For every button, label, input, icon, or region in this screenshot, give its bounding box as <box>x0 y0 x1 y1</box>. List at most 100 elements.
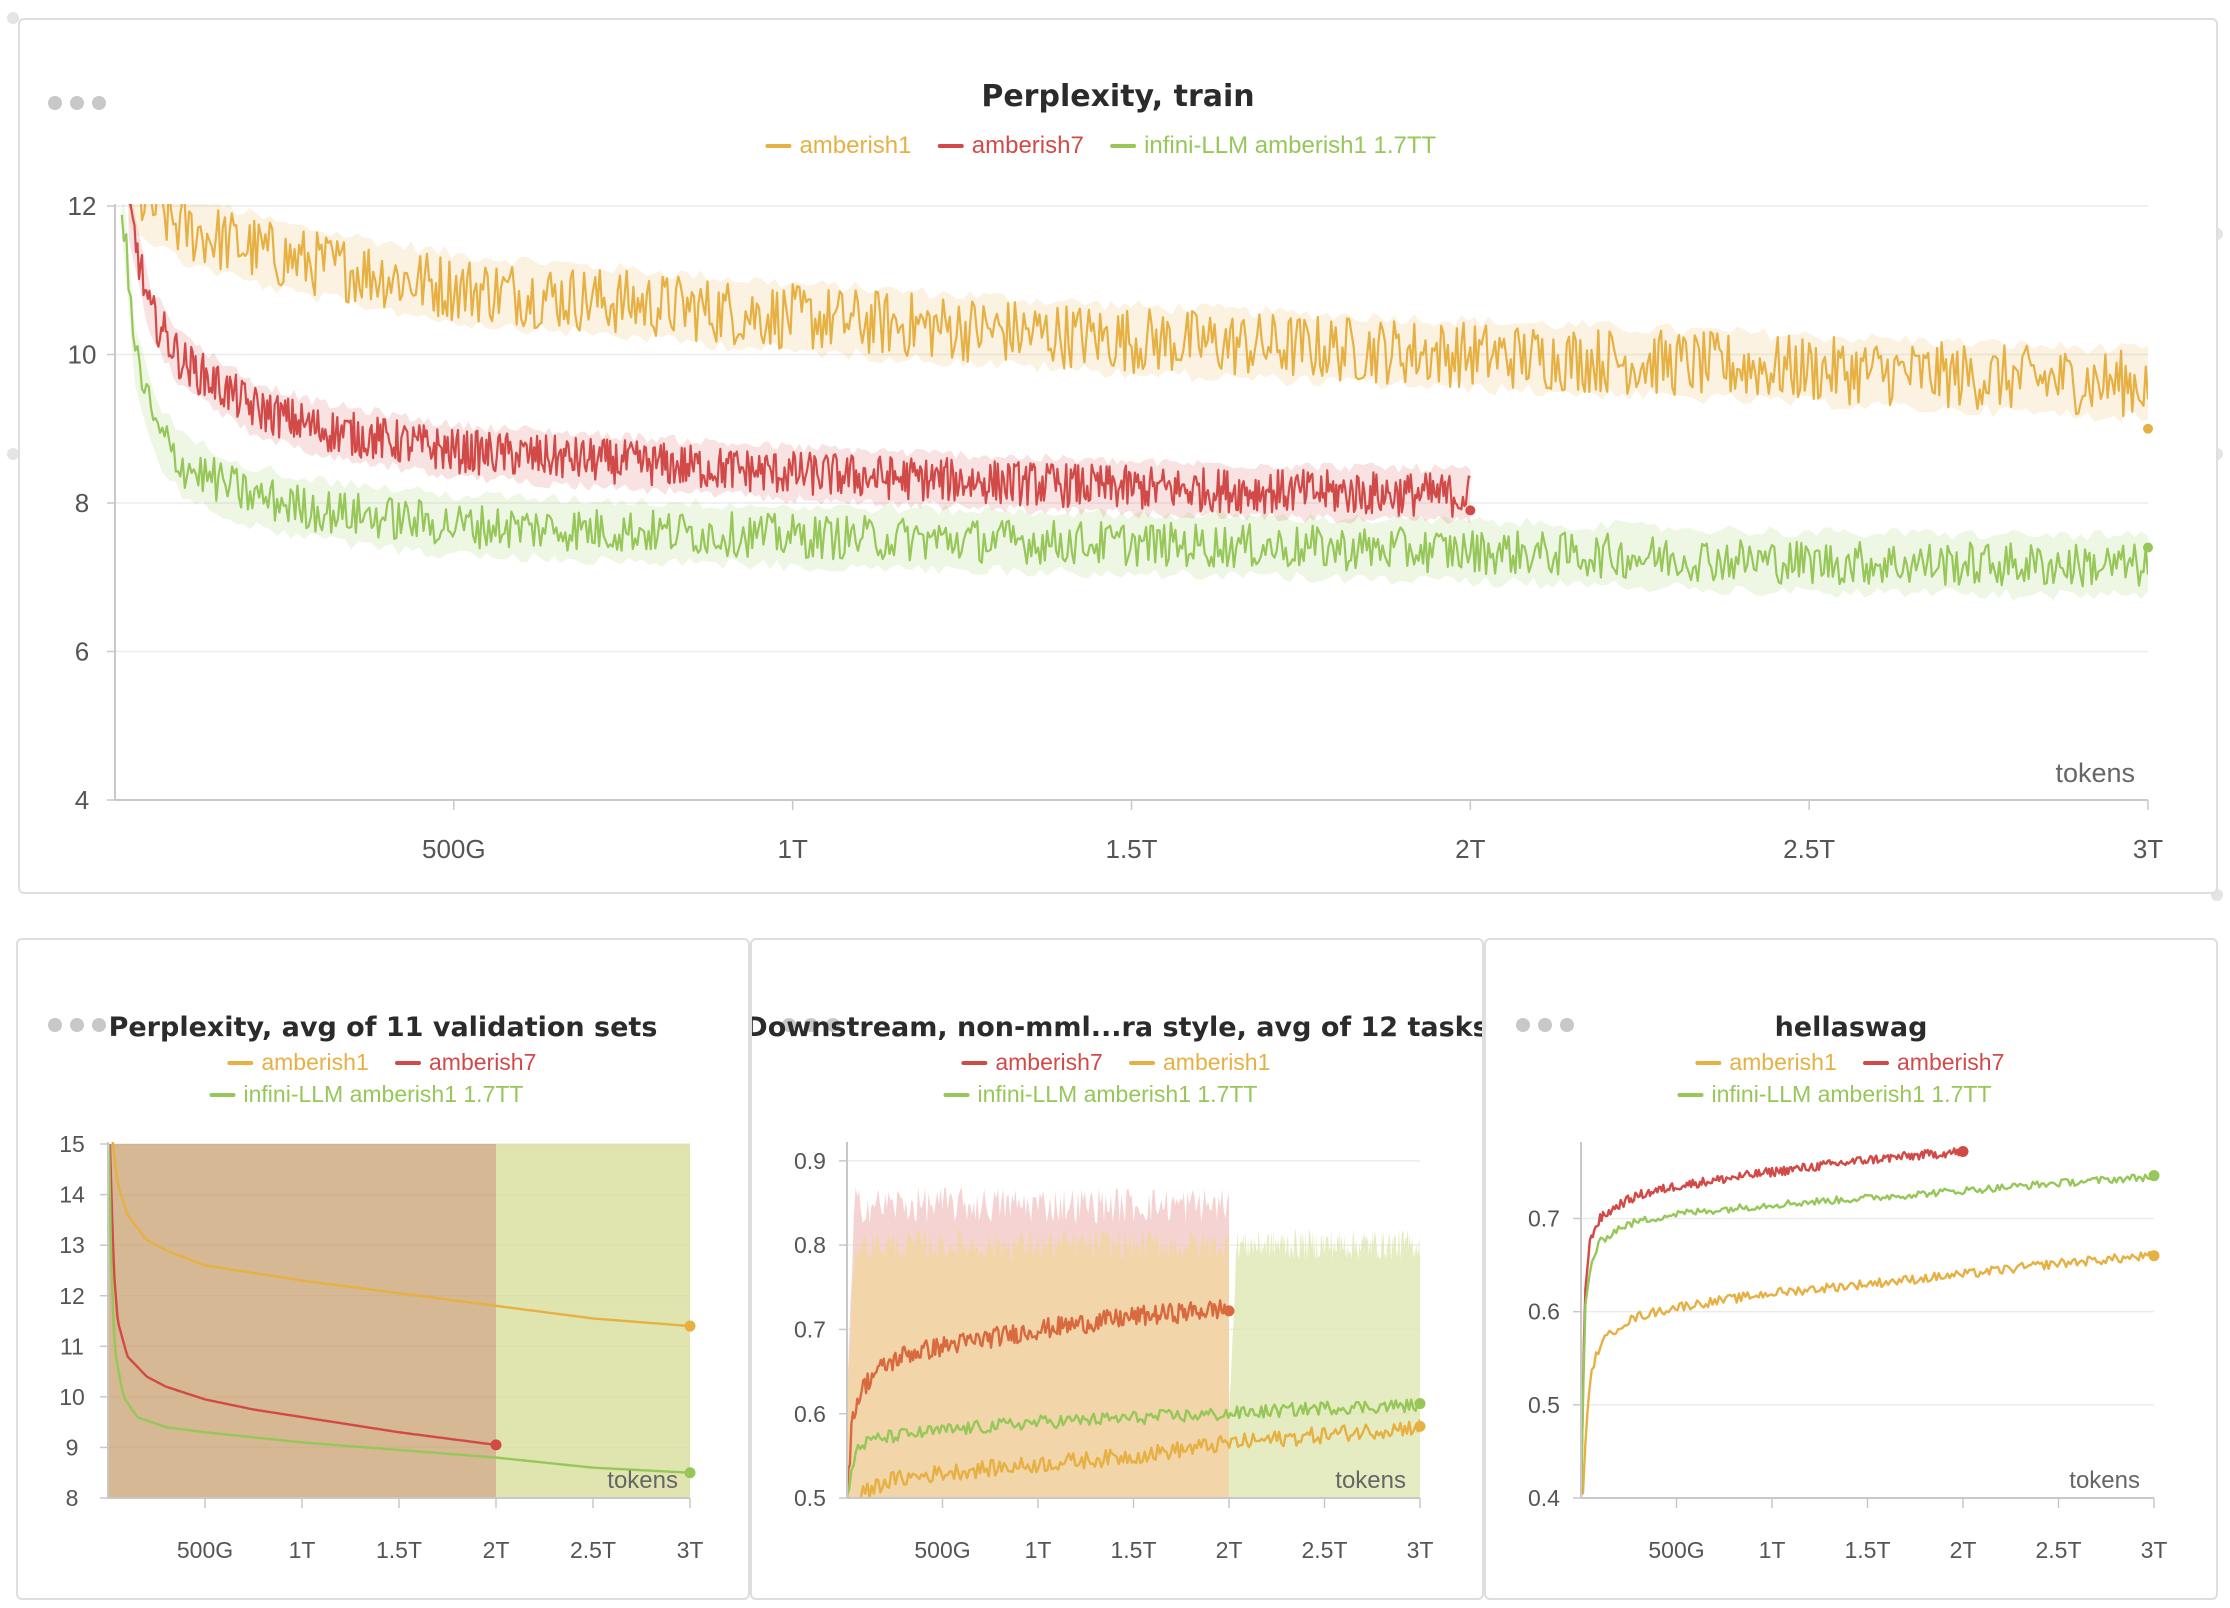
y-tick-label: 14 <box>59 1182 85 1208</box>
legend-item[interactable]: amberish1 <box>1695 1049 1837 1075</box>
series-end-point[interactable] <box>1465 505 1476 516</box>
y-tick-label: 12 <box>68 191 97 221</box>
series-amberish1 <box>111 1134 690 1328</box>
y-tick-label: 0.9 <box>794 1148 826 1174</box>
y-tick-label: 10 <box>68 340 97 370</box>
variance-band <box>1229 1228 1420 1498</box>
series-end-point[interactable] <box>490 1439 502 1451</box>
chart-perplexity-train: Perplexity, train amberish1 amberish7 infin… <box>68 79 2164 864</box>
series-line[interactable] <box>108 1143 690 1474</box>
x-tick-label: 2.5T <box>2035 1537 2081 1563</box>
x-tick-label: 1.5T <box>1844 1537 1890 1563</box>
chart-title: hellaswag <box>1775 1012 1928 1043</box>
x-tick-label: 3T <box>2133 834 2163 864</box>
chart-panel-perplexity-train[interactable]: Perplexity, train amberish1 amberish7 infin… <box>18 18 2218 894</box>
series-end-point[interactable] <box>1957 1145 1969 1157</box>
series-line[interactable] <box>111 1134 690 1328</box>
series-end-point[interactable] <box>1414 1398 1426 1410</box>
y-tick-label: 8 <box>66 1485 79 1511</box>
y-tick-label: 4 <box>75 785 89 815</box>
x-tick-label: 1T <box>1759 1537 1786 1563</box>
series-amberish7 <box>1581 1147 1964 1496</box>
chart-title: Downstream, non-mml...ra style, avg of 1… <box>752 1012 1482 1043</box>
x-axis-label: tokens <box>1335 1467 1406 1494</box>
series-end-point[interactable] <box>2148 1250 2160 1262</box>
y-tick-label: 9 <box>66 1434 79 1460</box>
y-tick-label: 0.6 <box>1528 1299 1560 1325</box>
legend-label: amberish1 <box>1729 1049 1836 1075</box>
series-end-point[interactable] <box>684 1467 696 1479</box>
x-tick-label: 2T <box>1216 1537 1243 1563</box>
chart-panel-perplexity-validation[interactable]: Perplexity, avg of 11 validation sets amb… <box>16 938 750 1600</box>
y-tick-label: 13 <box>59 1232 85 1258</box>
legend-item[interactable]: amberish1 <box>765 132 912 159</box>
x-axis-label: tokens <box>2069 1467 2140 1494</box>
ellipsis-icon[interactable] <box>1516 1018 1574 1032</box>
ellipsis-icon[interactable] <box>782 1018 840 1032</box>
y-tick-label: 0.6 <box>794 1401 826 1427</box>
legend-item[interactable]: amberish1 <box>1129 1049 1270 1075</box>
chart-panel-hellaswag[interactable]: hellaswag amberish1 amberish7 infini-LLM am… <box>1484 938 2218 1600</box>
legend-item[interactable]: amberish7 <box>395 1049 536 1075</box>
chart-panel-downstream[interactable]: Downstream, non-mml...ra style, avg of 1… <box>750 938 1484 1600</box>
chart-hellaswag: hellaswag amberish1 amberish7 infini-LLM am… <box>1528 1012 2168 1563</box>
x-tick-label: 3T <box>2141 1537 2168 1563</box>
y-tick-label: 0.7 <box>794 1316 826 1342</box>
variance-band <box>847 1228 1229 1498</box>
x-tick-label: 2.5T <box>1783 834 1835 864</box>
legend-item[interactable]: infini-LLM amberish1 1.7TT <box>1677 1081 1992 1107</box>
legend-item[interactable]: amberish7 <box>961 1049 1103 1075</box>
ellipsis-icon[interactable] <box>48 96 106 110</box>
series-end-point[interactable] <box>2143 423 2153 434</box>
legend-item[interactable]: infini-LLM amberish1 1.7TT <box>943 1081 1258 1107</box>
chart-title: Perplexity, avg of 11 validation sets <box>109 1012 658 1043</box>
x-tick-label: 500G <box>914 1537 970 1563</box>
series-line[interactable] <box>128 163 2148 418</box>
x-tick-label: 500G <box>1648 1537 1704 1563</box>
series-line[interactable] <box>120 214 2148 588</box>
series-amberish1 <box>1581 1250 2154 1495</box>
x-tick-label: 2T <box>483 1537 510 1563</box>
series-line[interactable] <box>847 1398 1420 1496</box>
legend-item[interactable]: infini-LLM amberish1 1.7TT <box>1110 132 1437 159</box>
legend-item[interactable]: amberish1 <box>227 1049 369 1075</box>
x-tick-label: 3T <box>1407 1537 1434 1563</box>
x-tick-label: 1.5T <box>376 1537 422 1563</box>
series-line[interactable] <box>108 1143 497 1447</box>
series-line[interactable] <box>1581 1147 1964 1496</box>
y-tick-label: 0.5 <box>1528 1392 1560 1418</box>
series-amberish7 <box>108 1143 497 1447</box>
series-end-point[interactable] <box>2148 1170 2160 1182</box>
y-tick-label: 12 <box>59 1283 85 1309</box>
series-line[interactable] <box>1581 1250 2154 1495</box>
y-tick-label: 15 <box>59 1131 85 1157</box>
ellipsis-icon[interactable] <box>48 1018 106 1032</box>
series-line[interactable] <box>856 1419 1421 1500</box>
legend-item[interactable]: infini-LLM amberish1 1.7TT <box>209 1081 524 1107</box>
panel-edge-dot <box>7 12 19 24</box>
x-axis-label: tokens <box>2055 758 2135 788</box>
y-tick-label: 6 <box>75 637 89 667</box>
legend-label: amberish7 <box>1897 1049 2004 1075</box>
series-end-point[interactable] <box>684 1320 696 1332</box>
series-line[interactable] <box>1581 1173 2154 1498</box>
legend-label: amberish7 <box>995 1049 1102 1075</box>
series-end-point[interactable] <box>2143 542 2153 553</box>
series-amberish7 <box>128 184 1471 525</box>
series-line[interactable] <box>847 1299 1229 1498</box>
legend-item[interactable]: amberish7 <box>1863 1049 2004 1075</box>
series-line[interactable] <box>129 184 1471 518</box>
legend-label: amberish7 <box>972 132 1084 159</box>
x-tick-label: 1T <box>777 834 807 864</box>
shaded-region <box>496 1144 690 1498</box>
x-tick-label: 1T <box>1025 1537 1052 1563</box>
legend-item[interactable]: amberish7 <box>937 132 1084 159</box>
y-tick-label: 11 <box>60 1333 84 1359</box>
panel-edge-dot <box>7 448 19 460</box>
series-end-point[interactable] <box>1223 1305 1235 1317</box>
y-tick-label: 0.4 <box>1528 1485 1560 1511</box>
series-end-point[interactable] <box>1414 1420 1426 1432</box>
series-infini-llm-amberish1-1-7tt <box>847 1398 1420 1496</box>
x-tick-label: 500G <box>177 1537 233 1563</box>
series-amberish1 <box>856 1419 1421 1500</box>
